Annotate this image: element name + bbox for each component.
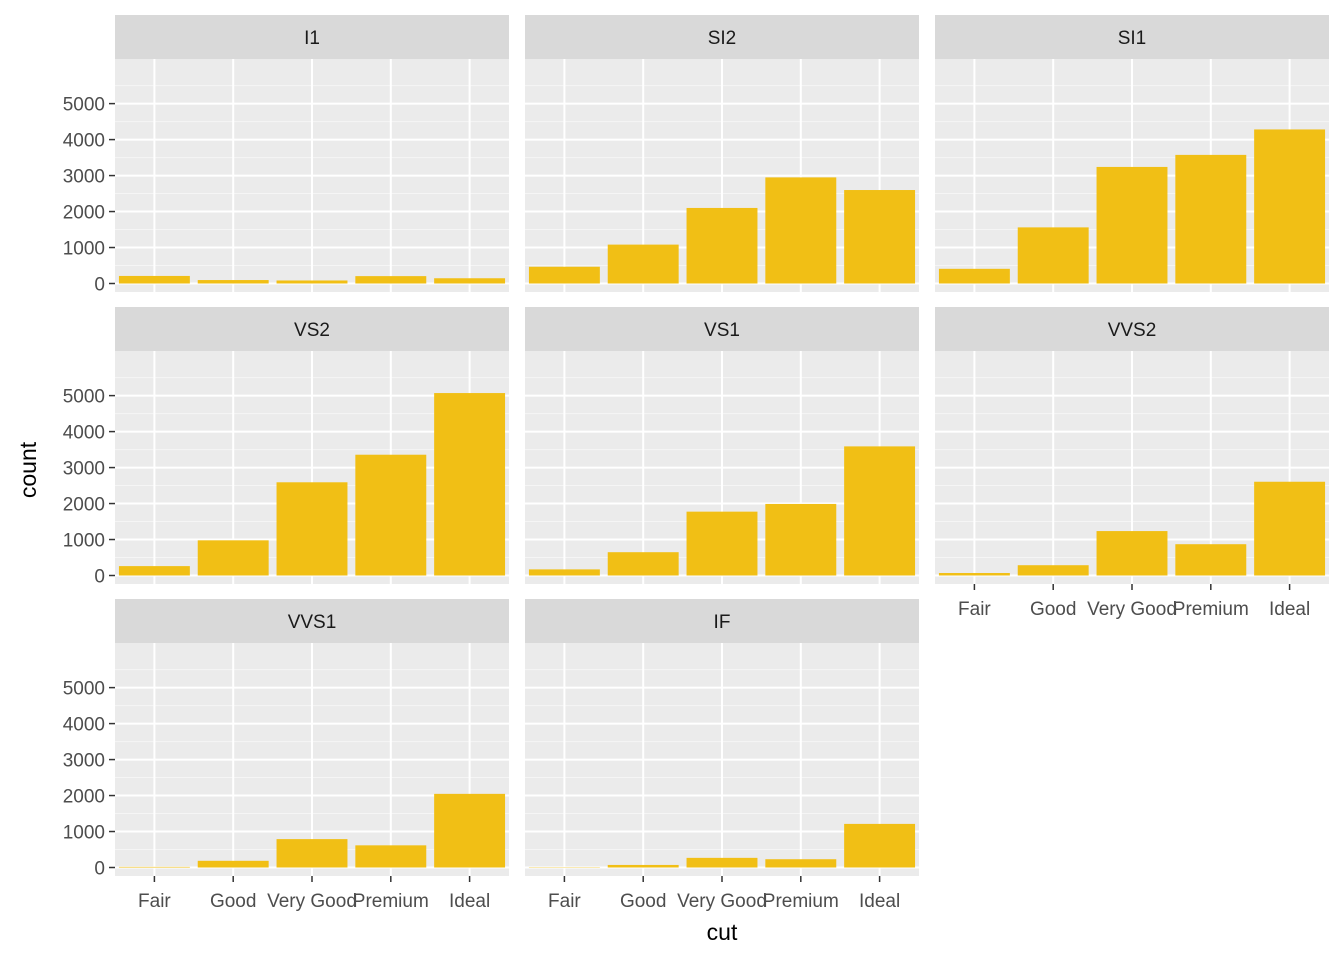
- bar-good: [608, 865, 679, 868]
- x-tick-label: Fair: [548, 891, 581, 912]
- x-tick-label: Good: [620, 891, 666, 912]
- facet-strip-label: VVS2: [1108, 320, 1157, 341]
- bar-very-good: [1097, 167, 1168, 284]
- facet-panels: I1 0 1000 2000 3000 4000 5000 SI2 SI1 VS2 0 1000 200…: [63, 15, 1329, 912]
- bar-good: [1018, 227, 1089, 283]
- bar-good: [198, 861, 269, 868]
- y-tick-label: 3000: [63, 167, 105, 188]
- x-tick-label: Ideal: [1269, 599, 1310, 620]
- facet-panel-vs1: VS1: [525, 307, 919, 584]
- bar-premium: [1175, 544, 1246, 575]
- bar-good: [608, 245, 679, 284]
- facet-strip-label: SI1: [1118, 28, 1147, 49]
- bar-ideal: [1254, 482, 1325, 576]
- bar-premium: [765, 177, 836, 283]
- y-tick-label: 4000: [63, 423, 105, 444]
- facet-panel-si2: SI2: [525, 15, 919, 292]
- y-tick-label: 1000: [63, 823, 105, 844]
- x-tick-label: Very Good: [677, 891, 767, 912]
- y-tick-label: 4000: [63, 131, 105, 152]
- y-tick-label: 5000: [63, 387, 105, 408]
- y-tick-label: 2000: [63, 787, 105, 808]
- bar-fair: [529, 569, 600, 575]
- facet-strip-label: SI2: [708, 28, 737, 49]
- bar-very-good: [277, 839, 348, 867]
- bar-premium: [765, 504, 836, 576]
- y-tick-label: 5000: [63, 679, 105, 700]
- x-tick-label: Fair: [138, 891, 171, 912]
- bar-very-good: [277, 280, 348, 283]
- bar-very-good: [687, 512, 758, 576]
- bar-premium: [355, 276, 426, 283]
- y-tick-label: 1000: [63, 239, 105, 260]
- bar-ideal: [844, 190, 915, 283]
- bar-good: [198, 280, 269, 283]
- y-axis-title: count: [15, 441, 41, 498]
- bar-premium: [1175, 155, 1246, 284]
- bar-fair: [529, 267, 600, 284]
- bar-fair: [119, 276, 190, 284]
- y-tick-label: 1000: [63, 531, 105, 552]
- bar-ideal: [434, 794, 505, 868]
- facet-strip-label: VVS1: [288, 612, 337, 633]
- bar-ideal: [844, 446, 915, 575]
- bar-fair: [939, 573, 1010, 575]
- bar-very-good: [687, 858, 758, 868]
- bar-very-good: [277, 482, 348, 575]
- x-axis-title: cut: [707, 919, 738, 945]
- facet-strip-label: VS1: [704, 320, 740, 341]
- bar-ideal: [434, 393, 505, 575]
- y-tick-label: 2000: [63, 495, 105, 516]
- facet-strip-label: VS2: [294, 320, 330, 341]
- x-tick-label: Good: [210, 891, 256, 912]
- x-tick-label: Very Good: [1087, 599, 1177, 620]
- bar-fair: [119, 566, 190, 575]
- bar-very-good: [1097, 531, 1168, 575]
- bar-ideal: [1254, 129, 1325, 283]
- bar-fair: [119, 867, 190, 868]
- bar-fair: [939, 269, 1010, 284]
- y-tick-label: 4000: [63, 715, 105, 736]
- x-tick-label: Premium: [763, 891, 839, 912]
- y-tick-label: 0: [94, 859, 105, 880]
- facet-strip-label: IF: [714, 612, 731, 633]
- bar-ideal: [434, 278, 505, 283]
- y-tick-label: 0: [94, 275, 105, 296]
- facet-panel-vs2: VS2 0 1000 2000 3000 4000 5000: [63, 307, 509, 588]
- y-tick-label: 3000: [63, 751, 105, 772]
- bar-good: [1018, 565, 1089, 575]
- facet-panel-si1: SI1: [935, 15, 1329, 292]
- x-tick-label: Good: [1030, 599, 1076, 620]
- y-tick-label: 0: [94, 567, 105, 588]
- bar-premium: [765, 859, 836, 867]
- y-tick-label: 5000: [63, 95, 105, 116]
- bar-premium: [355, 455, 426, 576]
- bar-good: [608, 552, 679, 575]
- bar-ideal: [844, 824, 915, 868]
- x-tick-label: Premium: [1173, 599, 1249, 620]
- x-tick-label: Ideal: [859, 891, 900, 912]
- x-tick-label: Ideal: [449, 891, 490, 912]
- bar-premium: [355, 845, 426, 867]
- y-tick-label: 2000: [63, 203, 105, 224]
- bar-good: [198, 540, 269, 575]
- x-tick-label: Fair: [958, 599, 991, 620]
- x-tick-label: Premium: [353, 891, 429, 912]
- facet-strip-label: I1: [304, 28, 320, 49]
- y-tick-label: 3000: [63, 459, 105, 480]
- x-tick-label: Very Good: [267, 891, 357, 912]
- facet-panel-i1: I1 0 1000 2000 3000 4000 5000: [63, 15, 509, 296]
- facet-panel-vvs1: VVS1 0 1000 2000 3000 4000 5000 Fair Good Very Go…: [63, 599, 509, 912]
- bar-very-good: [687, 208, 758, 284]
